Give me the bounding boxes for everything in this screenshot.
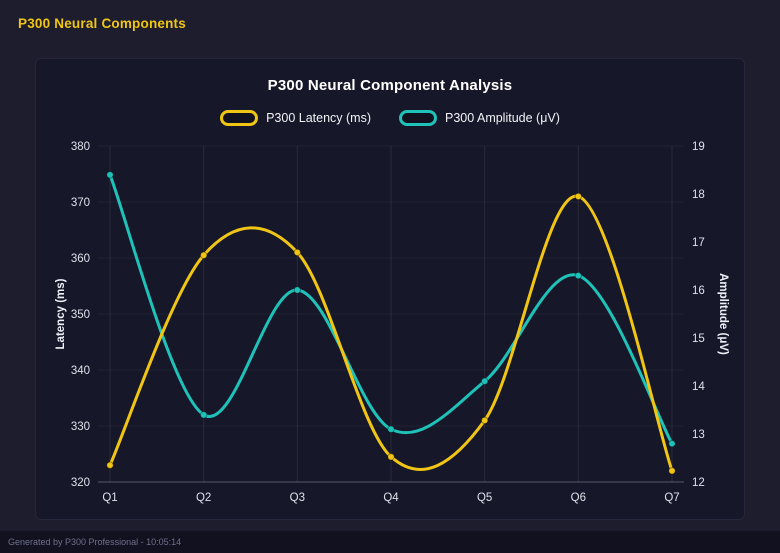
right-axis-title: Amplitude (μV): [717, 273, 729, 355]
x-tick-label: Q1: [102, 492, 117, 504]
data-point: [200, 251, 208, 259]
data-point: [668, 467, 676, 475]
data-point: [668, 439, 676, 448]
page-title: P300 Neural Components: [18, 16, 186, 31]
right-tick-label: 18: [692, 189, 705, 201]
data-point: [387, 453, 395, 461]
x-tick-label: Q4: [383, 492, 399, 504]
footer-text: Generated by P300 Professional - 10:05:1…: [8, 537, 182, 547]
left-tick-label: 340: [71, 365, 90, 377]
status-bar: Generated by P300 Professional - 10:05:1…: [0, 531, 780, 553]
x-tick-label: Q7: [664, 492, 679, 504]
data-point: [106, 171, 114, 179]
chart-canvas: 320 330 340 350 360 370 380 12 13 14 15 16 17 18 19 Q1 Q…: [55, 141, 729, 504]
legend-label: P300 Latency (ms): [266, 111, 371, 125]
x-tick-label: Q6: [571, 492, 586, 504]
legend-swatch-icon: [399, 110, 437, 126]
x-tick-label: Q3: [290, 492, 305, 504]
left-axis-title: Latency (ms): [55, 278, 67, 349]
legend-item[interactable]: P300 Latency (ms): [220, 110, 371, 126]
x-tick-label: Q5: [477, 492, 492, 504]
left-tick-label: 320: [71, 477, 90, 489]
data-point: [574, 271, 582, 280]
left-tick-label: 360: [71, 253, 90, 265]
right-tick-label: 16: [692, 285, 705, 297]
data-point: [574, 192, 582, 201]
right-tick-label: 15: [692, 333, 705, 345]
right-tick-label: 14: [692, 381, 705, 393]
data-point: [200, 411, 208, 419]
data-point: [481, 416, 489, 425]
data-point: [293, 248, 302, 257]
chart-legend: P300 Latency (ms) P300 Amplitude (μV): [52, 106, 728, 130]
legend-swatch-icon: [220, 110, 259, 126]
data-point: [106, 461, 114, 469]
legend-label: P300 Amplitude (μV): [445, 111, 560, 125]
left-tick-label: 330: [71, 421, 90, 433]
left-tick-label: 380: [71, 141, 90, 153]
left-tick-label: 350: [71, 309, 90, 321]
chart-title: P300 Neural Component Analysis: [267, 77, 513, 94]
data-point: [387, 425, 395, 433]
right-tick-label: 13: [692, 429, 705, 441]
x-tick-label: Q2: [196, 492, 211, 504]
right-tick-label: 19: [692, 141, 705, 153]
data-point: [293, 286, 302, 294]
right-tick-label: 17: [692, 237, 705, 249]
data-point: [481, 377, 489, 385]
legend-item[interactable]: P300 Amplitude (μV): [399, 110, 560, 126]
right-tick-label: 12: [692, 477, 705, 489]
left-tick-label: 370: [71, 197, 90, 209]
chart-card: P300 Neural Component Analysis P300 Late…: [35, 58, 745, 520]
